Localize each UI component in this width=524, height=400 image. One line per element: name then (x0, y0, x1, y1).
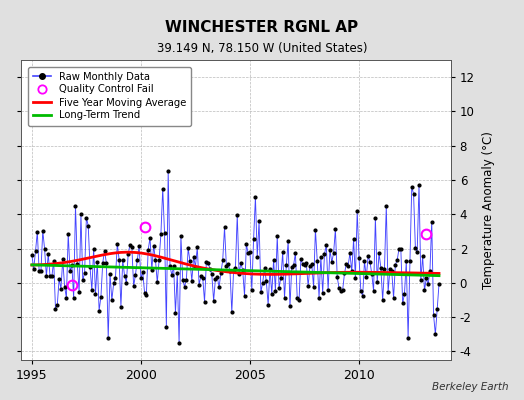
Text: Berkeley Earth: Berkeley Earth (432, 382, 508, 392)
Text: WINCHESTER RGNL AP: WINCHESTER RGNL AP (166, 20, 358, 35)
Legend: Raw Monthly Data, Quality Control Fail, Five Year Moving Average, Long-Term Tren: Raw Monthly Data, Quality Control Fail, … (28, 66, 191, 126)
Y-axis label: Temperature Anomaly (°C): Temperature Anomaly (°C) (482, 131, 495, 289)
Text: 39.149 N, 78.150 W (United States): 39.149 N, 78.150 W (United States) (157, 42, 367, 55)
